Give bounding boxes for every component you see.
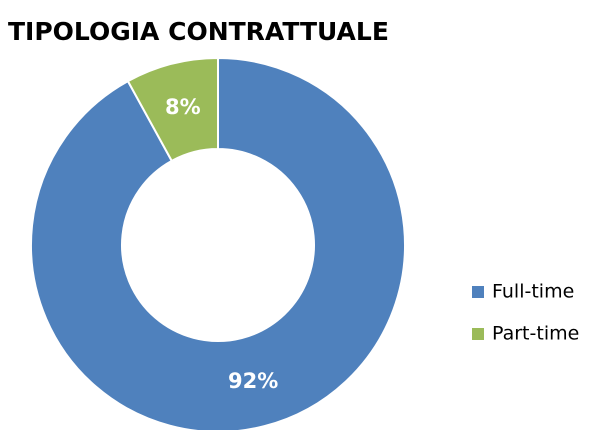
- legend-swatch: [472, 328, 484, 340]
- chart-title: TIPOLOGIA CONTRATTUALE: [8, 17, 389, 46]
- donut-slice: [30, 56, 406, 430]
- legend-label: Full-time: [492, 281, 574, 303]
- value-label: 8%: [165, 95, 201, 119]
- legend-swatch: [472, 286, 484, 298]
- donut-slice: [126, 56, 219, 163]
- legend-label: Part-time: [492, 323, 579, 345]
- value-label: 92%: [228, 369, 278, 393]
